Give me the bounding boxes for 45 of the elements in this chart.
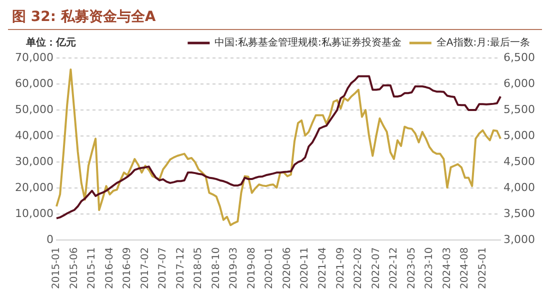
- x-tick-label: 2024-08: [460, 247, 471, 290]
- x-tick-label: 2022-12: [388, 247, 400, 290]
- x-tick-label: 2024-03: [442, 247, 453, 290]
- y2-tick-label: 6,500: [504, 50, 536, 64]
- x-tick-label: 2015-01: [51, 247, 62, 290]
- y-tick-label: 10,000: [14, 207, 54, 220]
- x-tick-label: 2023-05: [406, 247, 418, 290]
- y2-tick-label: 4,500: [504, 154, 536, 168]
- x-tick-label: 2015-06: [68, 247, 80, 290]
- y-tick-label: 30,000: [14, 154, 54, 168]
- x-tick-label: 2016-04: [104, 247, 116, 290]
- y-tick-label: 50,000: [14, 102, 54, 116]
- y2-tick-label: 3,000: [504, 233, 536, 246]
- x-tick-label: 2020-11: [300, 247, 311, 290]
- x-tick-label: 2018-05: [193, 247, 204, 290]
- x-tick-label: 2019-03: [228, 247, 240, 290]
- y-tick-label: 0: [46, 233, 54, 246]
- x-tick-label: 2021-04: [317, 247, 328, 290]
- x-tick-label: 2022-02: [353, 247, 364, 290]
- y-tick-label: 70,000: [14, 50, 54, 64]
- x-tick-label: 2020-06: [282, 247, 293, 290]
- y2-tick-label: 5,500: [504, 102, 536, 116]
- y-tick-label: 20,000: [14, 181, 54, 194]
- x-tick-label: 2016-09: [122, 247, 134, 290]
- chart-title: 图 32: 私募资金与全A: [8, 8, 542, 30]
- x-tick-label: 2022-07: [370, 247, 382, 290]
- x-tick-label: 2021-09: [335, 247, 346, 290]
- x-tick-label: 2025-01: [477, 247, 488, 290]
- x-tick-label: 2018-10: [210, 247, 222, 290]
- y2-tick-label: 6,000: [504, 76, 536, 90]
- y-tick-label: 60,000: [14, 76, 54, 90]
- y2-tick-label: 4,000: [504, 181, 536, 194]
- x-tick-label: 2019-08: [246, 247, 258, 290]
- y2-tick-label: 3,500: [504, 207, 536, 220]
- legend-label: 全A指数:月:最后一条: [436, 36, 530, 49]
- y-axis-title: 单位：亿元: [25, 36, 76, 49]
- y-tick-label: 40,000: [14, 128, 54, 142]
- legend-label: 中国:私募基金管理规模:私募证券投资基金: [214, 36, 402, 49]
- x-tick-label: 2017-12: [175, 247, 186, 290]
- x-tick-label: 2017-02: [140, 247, 151, 290]
- x-tick-label: 2017-07: [158, 247, 169, 290]
- x-tick-label: 2020-01: [264, 247, 276, 290]
- x-tick-label: 2015-11: [86, 247, 98, 290]
- y2-tick-label: 5,000: [504, 128, 536, 142]
- x-tick-label: 2023-10: [424, 247, 436, 290]
